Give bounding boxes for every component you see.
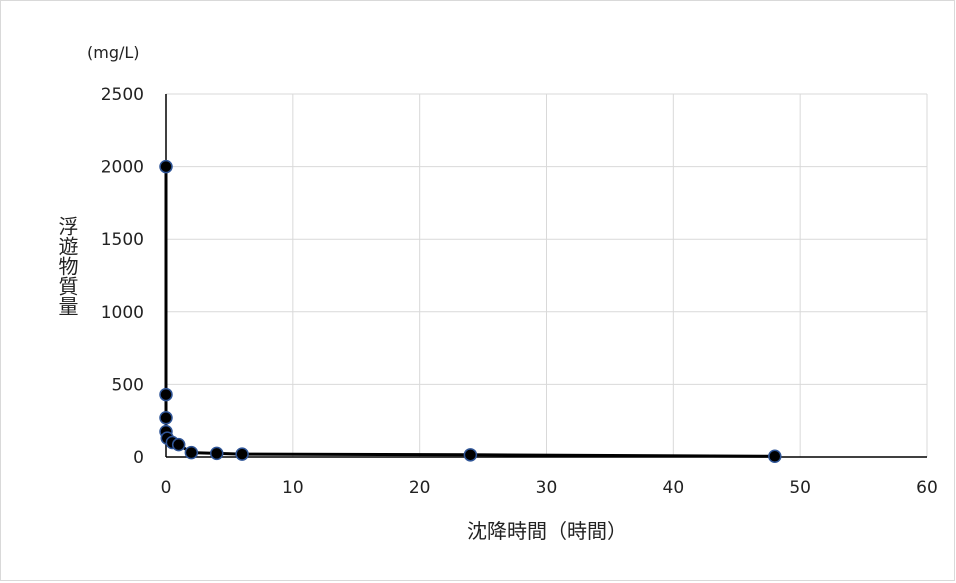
x-tick-label: 20	[409, 478, 431, 498]
data-point	[159, 387, 173, 402]
data-point	[171, 437, 186, 452]
data-point	[159, 159, 173, 174]
y-axis-title: 浮遊物質量	[55, 216, 79, 316]
x-tick-label: 30	[536, 478, 558, 498]
x-tick-label: 40	[663, 478, 685, 498]
y-axis-unit: (mg/L)	[87, 43, 140, 62]
y-tick-label: 0	[133, 448, 144, 468]
data-points	[159, 159, 782, 464]
x-tick-label: 60	[916, 478, 938, 498]
y-tick-label: 2500	[101, 85, 144, 105]
data-point	[209, 446, 224, 461]
grid-lines	[166, 93, 928, 457]
x-tick-label: 50	[789, 478, 811, 498]
x-tick-label: 10	[282, 478, 304, 498]
y-tick-label: 1000	[101, 303, 144, 323]
tick-labels: 0 10 20 30 40 50 60 0 500 1000 1500 2000 2500	[101, 85, 938, 498]
data-point	[159, 411, 173, 425]
data-point	[768, 449, 782, 464]
x-tick-label: 0	[161, 478, 172, 498]
y-tick-label: 1500	[101, 230, 144, 250]
y-tick-label: 2000	[101, 158, 144, 178]
x-axis-title: 沈降時間（時間）	[467, 519, 627, 543]
data-point	[463, 448, 478, 462]
data-point	[235, 447, 249, 461]
y-tick-label: 500	[112, 375, 144, 395]
data-point	[184, 445, 199, 460]
